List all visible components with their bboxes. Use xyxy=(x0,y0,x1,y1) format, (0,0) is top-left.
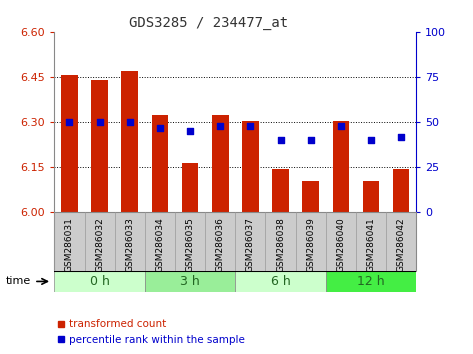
Text: 6 h: 6 h xyxy=(271,275,290,288)
Text: 0 h: 0 h xyxy=(90,275,110,288)
Bar xyxy=(333,121,349,212)
Text: GSM286036: GSM286036 xyxy=(216,217,225,272)
Text: GSM286037: GSM286037 xyxy=(246,217,255,272)
Bar xyxy=(182,163,198,212)
Bar xyxy=(122,71,138,212)
Text: GSM286040: GSM286040 xyxy=(336,217,345,272)
Bar xyxy=(235,271,326,292)
Point xyxy=(307,137,315,143)
Text: GSM286034: GSM286034 xyxy=(156,217,165,272)
Bar xyxy=(272,169,289,212)
Text: 3 h: 3 h xyxy=(180,275,200,288)
Text: 12 h: 12 h xyxy=(357,275,385,288)
Text: GSM286038: GSM286038 xyxy=(276,217,285,272)
Point xyxy=(66,119,73,125)
Text: GSM286035: GSM286035 xyxy=(185,217,194,272)
Bar xyxy=(212,115,228,212)
Bar xyxy=(326,271,416,292)
Point xyxy=(397,134,405,139)
Point xyxy=(277,137,284,143)
Bar xyxy=(363,181,379,212)
Point xyxy=(367,137,375,143)
Text: GSM286031: GSM286031 xyxy=(65,217,74,272)
Text: GSM286039: GSM286039 xyxy=(306,217,315,272)
Text: GSM286032: GSM286032 xyxy=(95,217,104,272)
Point xyxy=(96,119,104,125)
Point xyxy=(337,123,345,129)
Bar xyxy=(242,121,259,212)
Point xyxy=(246,123,254,129)
Point xyxy=(126,119,133,125)
Legend: transformed count, percentile rank within the sample: transformed count, percentile rank withi… xyxy=(53,315,249,349)
Bar xyxy=(61,75,78,212)
Point xyxy=(156,125,164,130)
Text: GSM286033: GSM286033 xyxy=(125,217,134,272)
Point xyxy=(186,129,194,134)
Bar xyxy=(145,271,235,292)
Bar xyxy=(152,115,168,212)
Bar xyxy=(91,80,108,212)
Bar xyxy=(54,271,145,292)
Text: GSM286042: GSM286042 xyxy=(397,217,406,272)
Text: GSM286041: GSM286041 xyxy=(367,217,376,272)
Bar xyxy=(393,169,410,212)
Point xyxy=(217,123,224,129)
Bar xyxy=(302,181,319,212)
Text: GDS3285 / 234477_at: GDS3285 / 234477_at xyxy=(129,16,288,30)
Text: time: time xyxy=(6,276,31,286)
